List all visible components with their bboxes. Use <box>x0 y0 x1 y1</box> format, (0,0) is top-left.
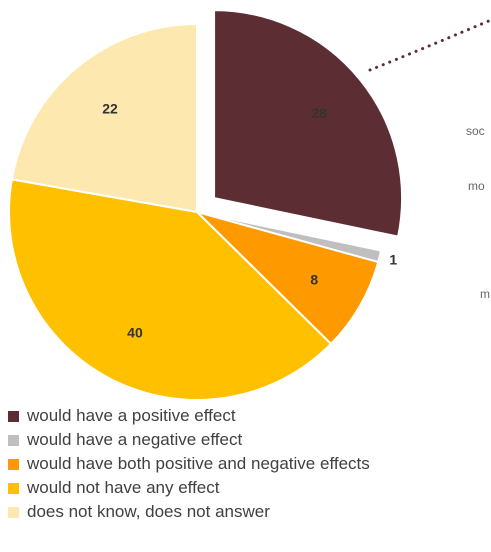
legend-item-dont-know: does not know, does not answer <box>8 500 491 524</box>
legend-item-no-effect: would not have any effect <box>8 476 491 500</box>
cropped-side-text: soc mo m <box>466 124 490 301</box>
legend-item-both: would have both positive and negative ef… <box>8 452 491 476</box>
legend-swatch <box>8 410 19 422</box>
legend-item-positive: would have a positive effect <box>8 404 491 428</box>
legend-label: would have a negative effect <box>27 430 243 449</box>
dotted-connector-line <box>368 18 491 72</box>
legend-label: would not have any effect <box>27 478 220 497</box>
side-fragment-1: soc <box>466 124 485 138</box>
pie-slices <box>8 9 403 401</box>
slice-value-label: 28 <box>311 105 327 121</box>
pie-slice-4 <box>8 178 333 401</box>
legend-label: would have a positive effect <box>27 406 236 425</box>
legend-label: would have both positive and negative ef… <box>27 454 370 473</box>
pie-chart-svg: 28 1 8 40 22 soc mo m <box>8 9 491 401</box>
pie-slice-1 <box>213 9 403 238</box>
side-fragment-2: mo <box>468 179 485 193</box>
slice-value-label: 40 <box>127 324 143 340</box>
legend-label: does not know, does not answer <box>27 502 270 521</box>
slice-value-label: 8 <box>310 272 318 288</box>
slice-value-label: 1 <box>389 252 397 268</box>
side-fragment-3: m <box>480 287 490 301</box>
legend-swatch <box>8 506 19 518</box>
legend-item-negative: would have a negative effect <box>8 428 491 452</box>
legend-swatch <box>8 434 19 446</box>
slice-value-label: 22 <box>102 100 118 116</box>
pie-slice-3 <box>193 210 380 346</box>
legend-swatch <box>8 458 19 470</box>
legend-swatch <box>8 482 19 494</box>
legend: would have a positive effect would have … <box>8 404 491 524</box>
pie-slice-5 <box>10 22 198 214</box>
slice-labels: 28 1 8 40 22 <box>102 100 397 340</box>
